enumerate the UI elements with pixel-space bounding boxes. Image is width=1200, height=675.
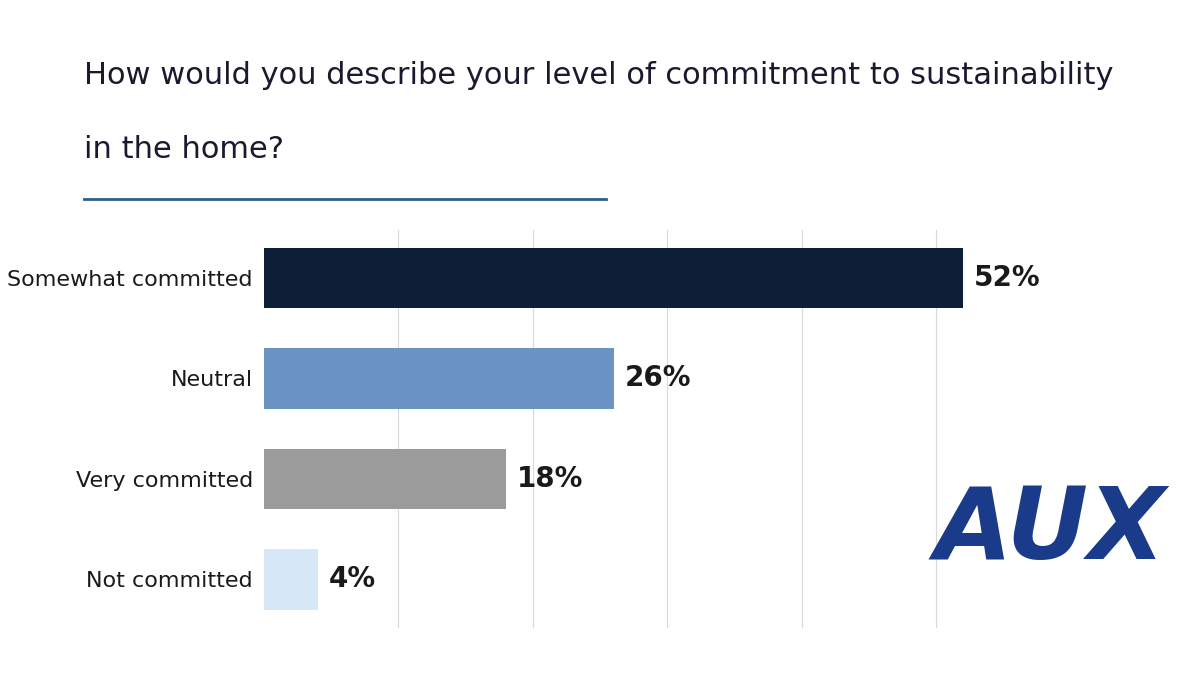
- Text: 52%: 52%: [974, 264, 1040, 292]
- Text: 18%: 18%: [517, 465, 583, 493]
- Bar: [264, 248, 964, 308]
- Text: AUX: AUX: [935, 483, 1165, 580]
- Bar: [264, 549, 318, 610]
- Text: How would you describe your level of commitment to sustainability: How would you describe your level of com…: [84, 61, 1114, 90]
- Text: 4%: 4%: [329, 566, 376, 593]
- Bar: [264, 449, 506, 509]
- Text: 26%: 26%: [624, 364, 691, 392]
- Bar: [264, 348, 613, 408]
- Text: in the home?: in the home?: [84, 135, 284, 164]
